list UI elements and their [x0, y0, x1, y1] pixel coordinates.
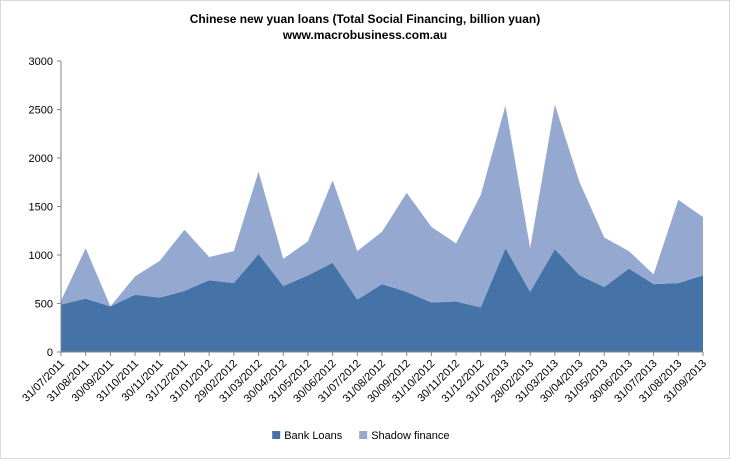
chart-subtitle: www.macrobusiness.com.au [282, 28, 447, 42]
legend-swatch-bank-loans [272, 431, 281, 439]
y-tick-label: 2500 [29, 105, 53, 117]
legend-swatch-shadow-finance [359, 431, 368, 439]
y-tick-label: 500 [35, 299, 53, 311]
series-area-bank-loans [61, 248, 703, 352]
y-tick-label: 2000 [29, 153, 53, 165]
y-tick-label: 1500 [29, 202, 53, 214]
y-tick-label: 3000 [29, 56, 53, 68]
x-axis: 31/07/201131/08/201130/09/201131/10/2011… [20, 351, 709, 405]
y-axis: 0 500 1000 1500 2000 2500 3000 [29, 56, 62, 359]
plot-area [61, 104, 703, 352]
y-tick-label: 0 [47, 347, 53, 359]
legend: Bank Loans Shadow finance [272, 430, 449, 442]
legend-label-bank-loans: Bank Loans [284, 430, 343, 442]
chart-title: Chinese new yuan loans (Total Social Fin… [190, 12, 541, 26]
legend-label-shadow-finance: Shadow finance [371, 430, 449, 442]
series-area-shadow-finance [61, 104, 703, 308]
y-tick-label: 1000 [29, 250, 53, 262]
